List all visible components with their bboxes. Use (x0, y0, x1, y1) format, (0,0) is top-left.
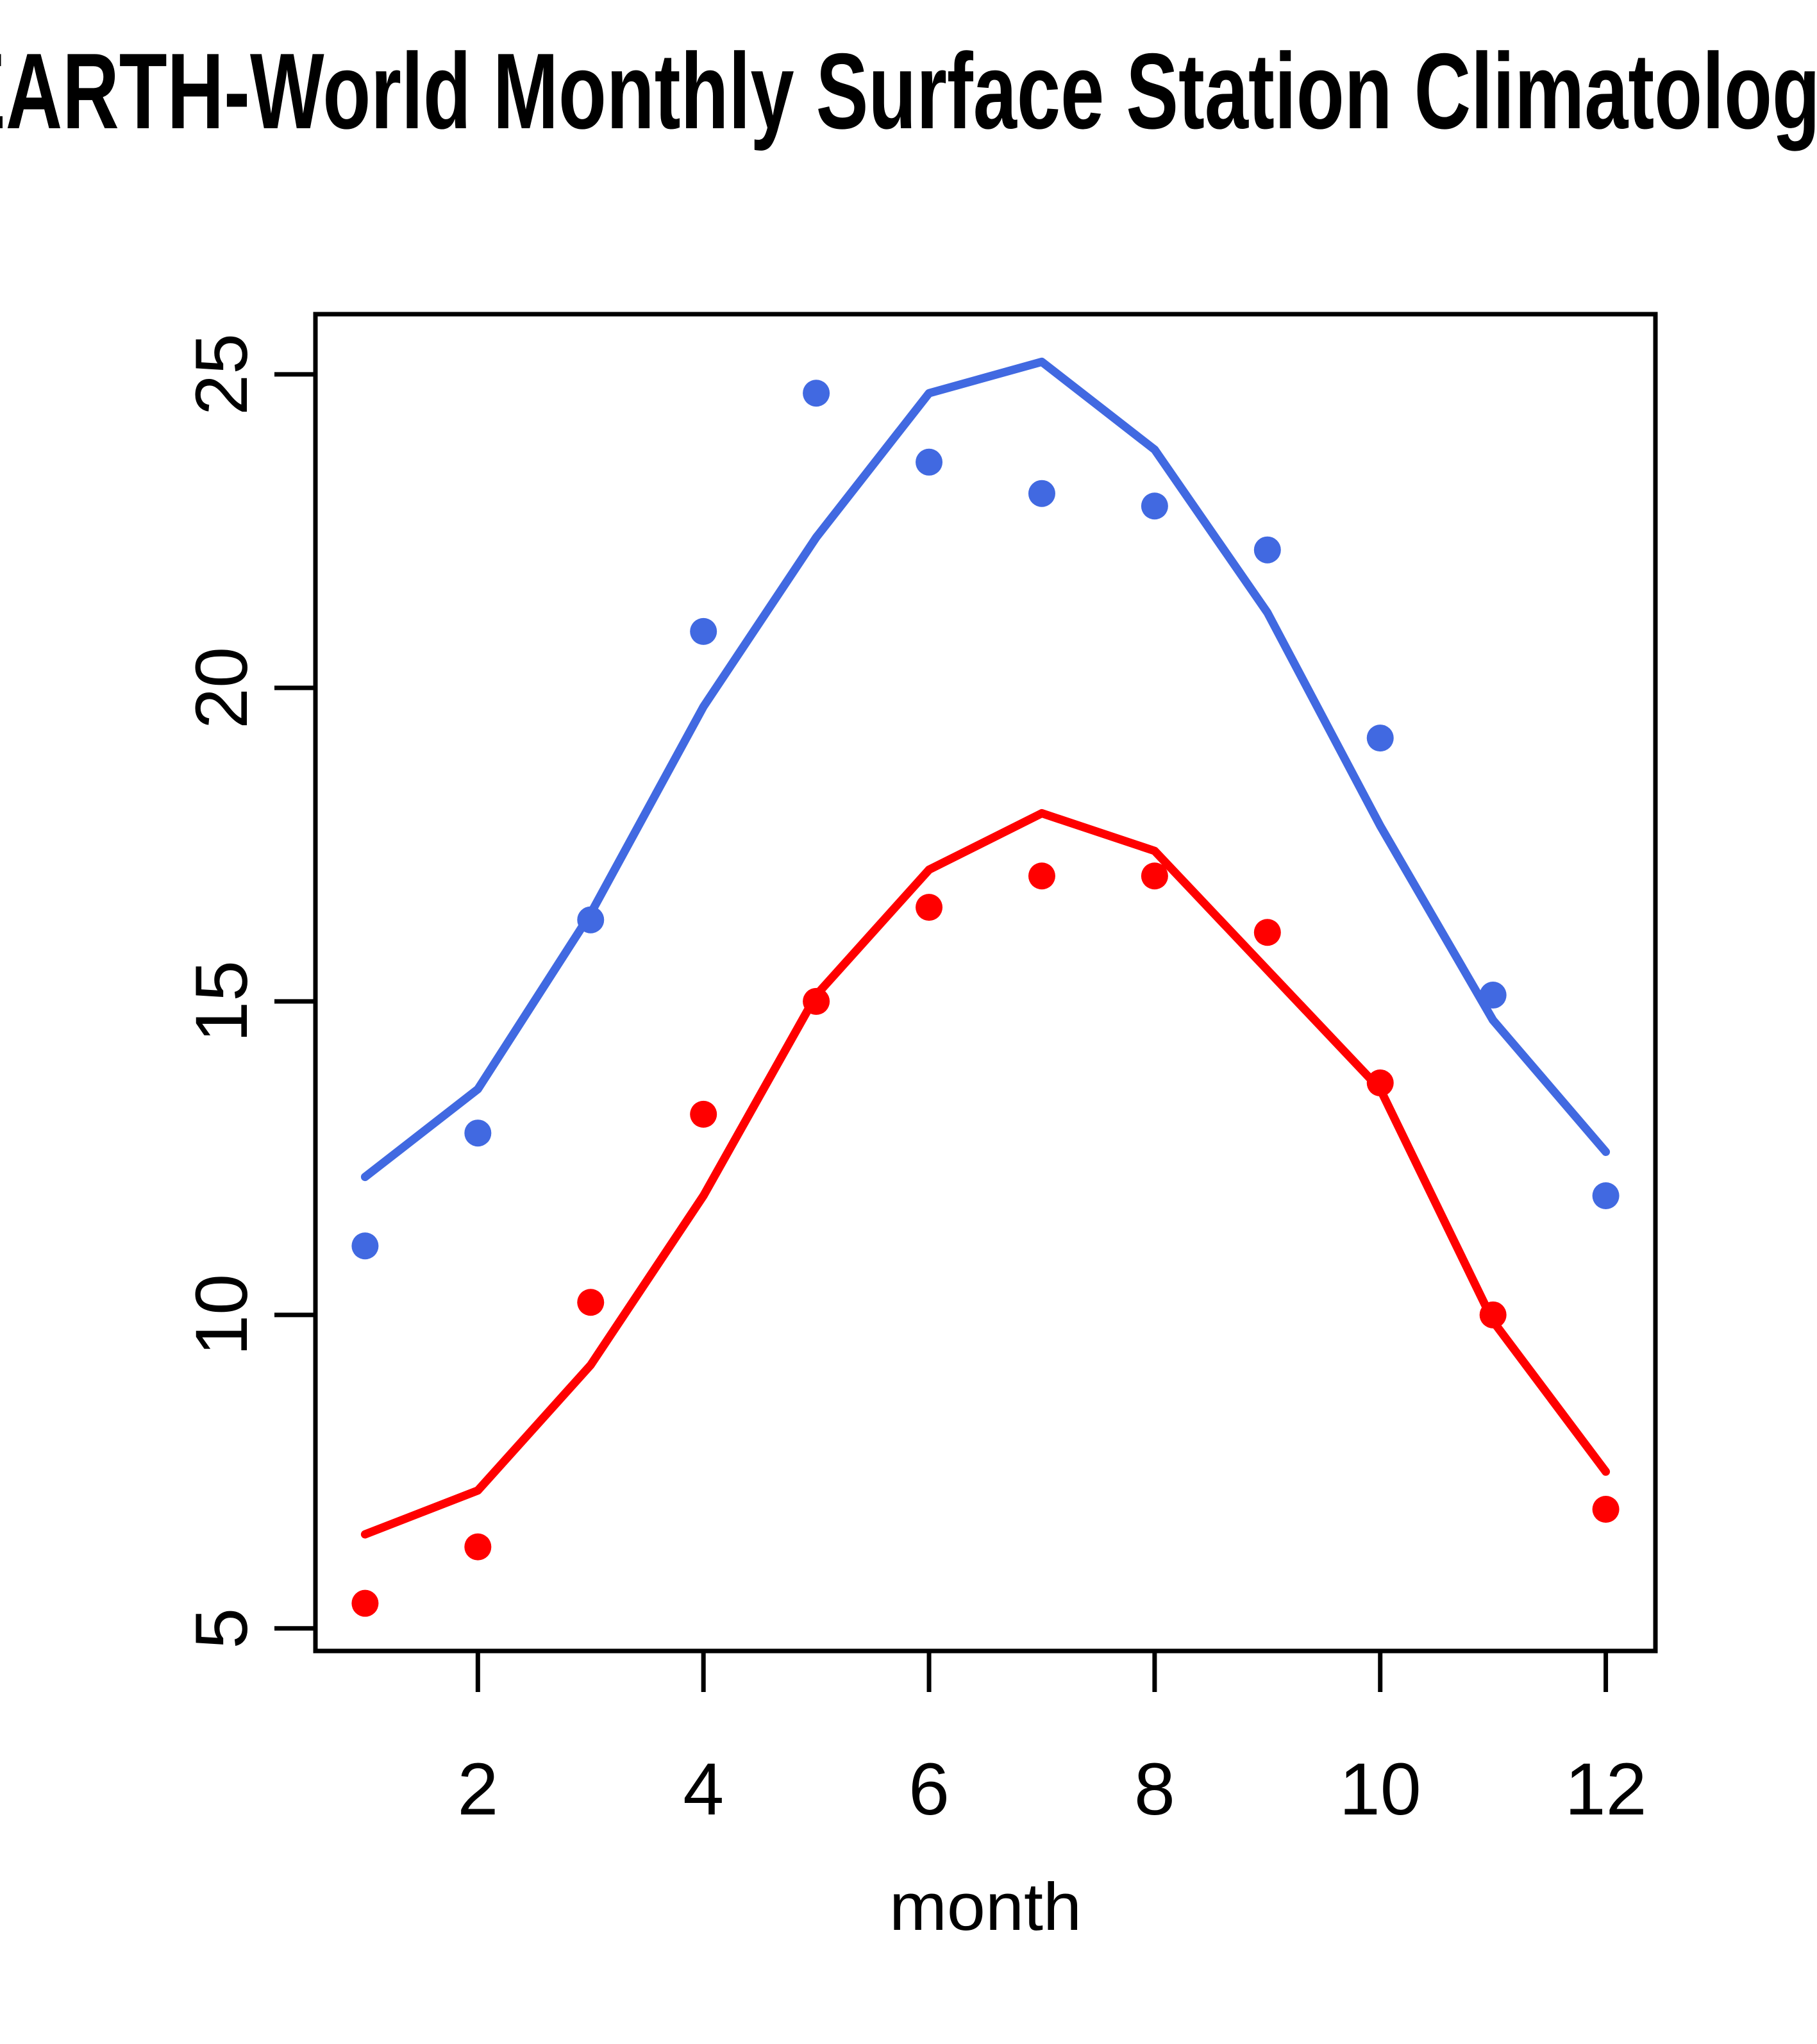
lower-points-dot (1028, 862, 1055, 890)
upper-points-dot (1141, 492, 1168, 520)
upper-points-dot (916, 448, 943, 476)
lower-points-dot (1479, 1301, 1507, 1328)
x-axis-tick-label: 4 (683, 1748, 724, 1830)
upper-points-dot (351, 1232, 379, 1260)
axes: 2 4 6 8 10 12 5 10 15 20 25 (181, 312, 1658, 1830)
y-axis-tick-label: 25 (181, 333, 263, 415)
data-series (351, 357, 1620, 1617)
x-axis-tick-label: 12 (1565, 1748, 1647, 1830)
chart-title: EARTH-World Monthly Surface Station Clim… (0, 31, 1817, 151)
upper-points-dot (803, 380, 830, 407)
upper-points-dot (690, 617, 717, 645)
lower-points-dot (1592, 1495, 1620, 1523)
upper-points-dot (1253, 536, 1281, 564)
plot-box (313, 312, 1658, 1654)
lower-points-dot (803, 987, 830, 1015)
upper-points-dot (1366, 725, 1394, 752)
lower-line (360, 808, 1611, 1539)
upper-points-dot (1028, 480, 1055, 507)
lower-points-dot (464, 1533, 492, 1561)
upper-points-dot (1479, 982, 1507, 1009)
lower-points-dot (916, 894, 943, 921)
lower-points-dot (1366, 1069, 1394, 1096)
x-axis-tick-label: 10 (1339, 1748, 1421, 1830)
upper-points-dot (464, 1119, 492, 1147)
upper-line (360, 357, 1611, 1182)
lower-points-dot (351, 1589, 379, 1617)
x-axis-tick-label: 2 (457, 1748, 498, 1830)
upper-points-dot (577, 906, 605, 934)
y-axis-tick-label: 15 (181, 960, 263, 1043)
y-axis-tick-label: 5 (181, 1608, 263, 1649)
y-axis-tick-label: 20 (181, 647, 263, 729)
y-axis-tick-label: 10 (181, 1274, 263, 1356)
upper-points-dot (1592, 1182, 1620, 1210)
lower-points-dot (1253, 919, 1281, 946)
lower-points-dot (690, 1100, 717, 1128)
x-axis-tick-label: 8 (1134, 1748, 1175, 1830)
lower-points-dot (1141, 862, 1168, 890)
lower-points-dot (577, 1289, 605, 1316)
x-axis-title: month (889, 1870, 1082, 1945)
x-axis-tick-label: 6 (908, 1748, 950, 1830)
